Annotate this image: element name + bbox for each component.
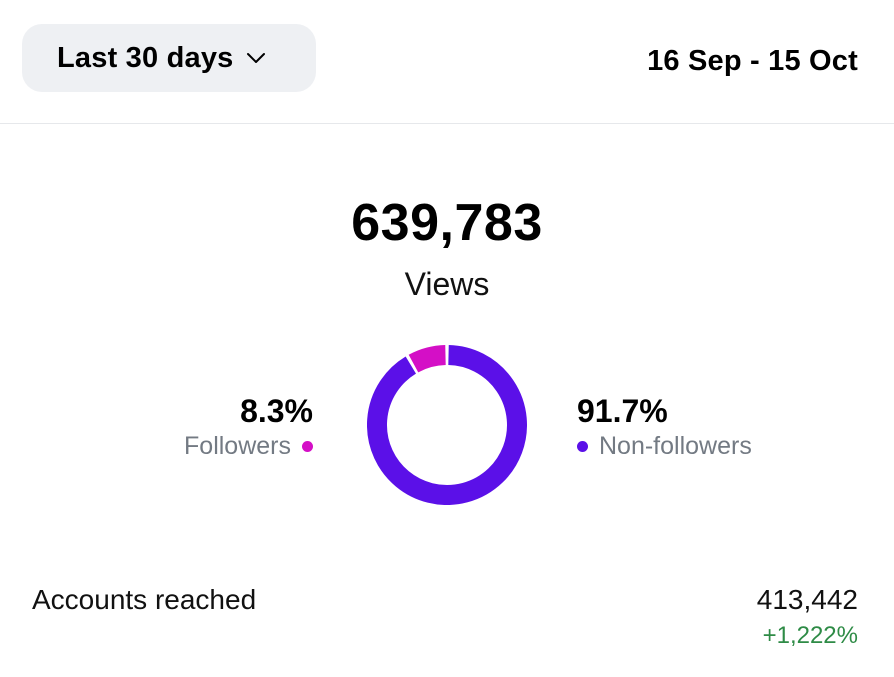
non-followers-stat: 91.7% Non-followers [577,393,752,463]
accounts-reached-label: Accounts reached [32,584,257,615]
donut-segment-followers [408,345,447,373]
date-range-selector-label: Last 30 days [57,41,234,74]
followers-legend: Followers [184,429,313,463]
followers-donut-chart [367,345,527,505]
views-count: 639,783 [351,194,543,252]
donut-segment-non-followers [367,345,527,505]
followers-percent: 8.3% [240,393,313,429]
accounts-reached-value: 413,442 [756,584,858,615]
non-followers-legend: Non-followers [577,429,752,463]
chevron-down-icon [246,53,265,63]
header-divider [0,123,894,124]
accounts-reached-change: +1,222% [762,622,858,649]
views-label: Views [404,266,490,302]
non-followers-label: Non-followers [599,432,752,460]
followers-label: Followers [184,432,291,460]
date-range-text: 16 Sep - 15 Oct [647,45,858,77]
followers-stat: 8.3% Followers [184,393,313,463]
followers-legend-dot [302,440,313,452]
date-range-selector[interactable]: Last 30 days [22,24,316,92]
non-followers-percent: 91.7% [577,393,668,429]
non-followers-legend-dot [577,440,588,452]
